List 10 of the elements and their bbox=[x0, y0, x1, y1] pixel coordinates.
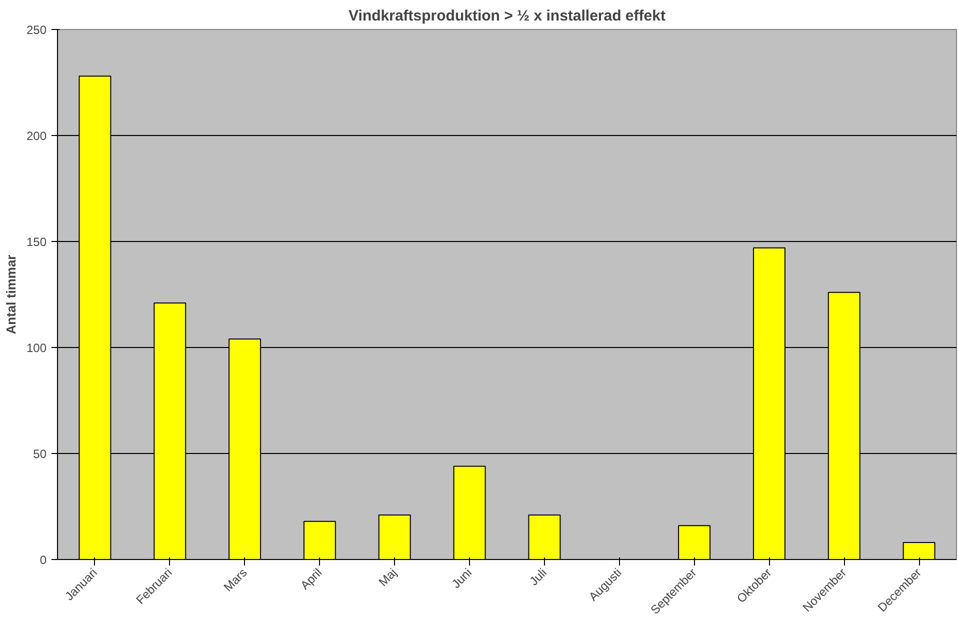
y-axis-title: Antal timmar bbox=[3, 254, 18, 334]
y-tick-label: 100 bbox=[26, 341, 47, 355]
y-tick-label: 250 bbox=[26, 23, 47, 37]
x-tick-label: Juli bbox=[526, 566, 550, 588]
y-tick-label: 0 bbox=[40, 553, 47, 567]
chart-title: Vindkraftsproduktion > ½ x installerad effekt bbox=[348, 8, 666, 24]
x-tick-label: Maj bbox=[376, 566, 400, 590]
y-tick-label: 150 bbox=[26, 235, 47, 249]
y-tick-label: 50 bbox=[33, 447, 47, 461]
y-tick-label: 200 bbox=[26, 129, 47, 143]
